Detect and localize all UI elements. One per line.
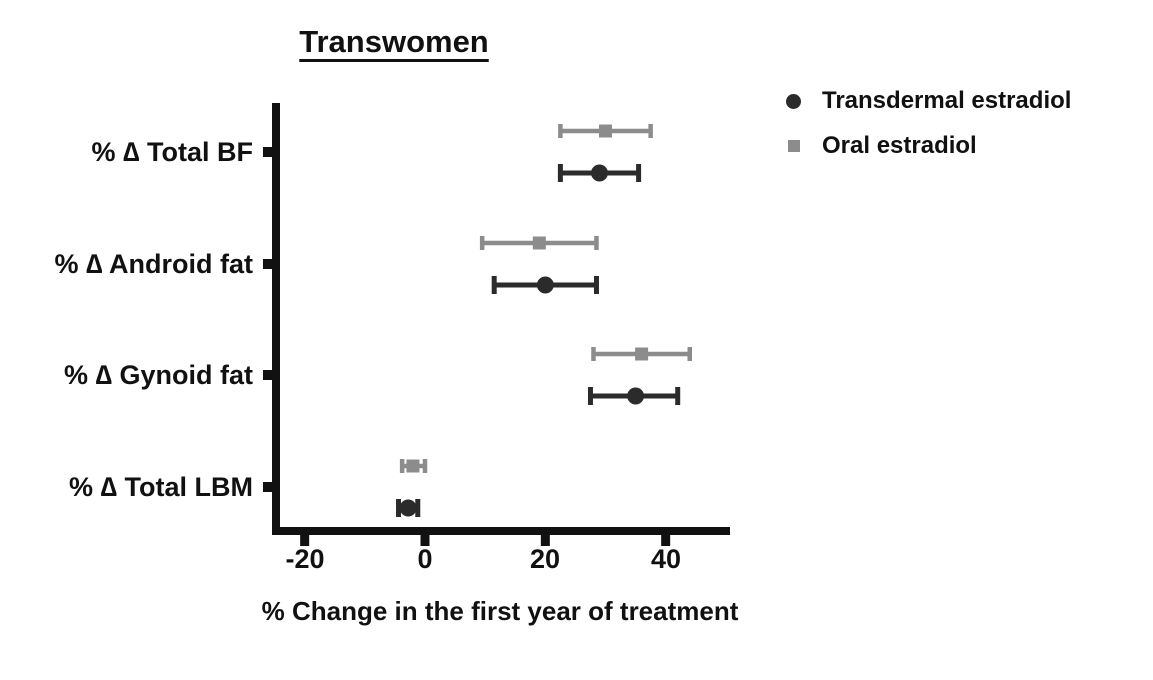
y-axis-tick: [263, 259, 272, 269]
x-axis-tick: [661, 535, 671, 546]
category-label-android-fat: % ∆ Android fat: [54, 249, 253, 279]
x-axis-tick: [420, 535, 430, 546]
legend: Transdermal estradiol Oral estradiol: [786, 86, 1071, 176]
category-label-total-lbm: % ∆ Total LBM: [68, 472, 253, 502]
x-axis-line: [272, 527, 730, 535]
legend-label-transdermal: Transdermal estradiol: [822, 87, 1072, 114]
square-marker-icon: [788, 140, 800, 152]
legend-marker-cell: [786, 93, 822, 109]
x-tick-label-neg20: -20: [285, 544, 325, 574]
data-point-square: [635, 347, 649, 361]
data-point-circle: [590, 164, 608, 182]
x-tick-label-40: 40: [650, 544, 682, 574]
y-axis-line: [272, 103, 280, 535]
x-axis-title: % Change in the first year of treatment: [261, 596, 739, 626]
data-point-square: [532, 236, 546, 250]
legend-item-transdermal: Transdermal estradiol: [786, 86, 1071, 116]
category-label-total-bf: % ∆ Total BF: [91, 137, 253, 167]
category-label-gynoid-fat: % ∆ Gynoid fat: [63, 360, 253, 390]
data-point-circle: [536, 276, 554, 294]
y-axis-tick: [263, 147, 272, 157]
x-axis-tick: [540, 535, 550, 546]
y-axis-tick: [263, 370, 272, 380]
x-axis-tick: [300, 535, 310, 546]
circle-marker-icon: [786, 93, 801, 109]
x-tick-label-0: 0: [417, 544, 433, 574]
legend-item-oral: Oral estradiol: [786, 131, 1071, 161]
legend-marker-cell: [786, 140, 822, 152]
x-tick-label-20: 20: [529, 544, 561, 574]
data-point-circle: [399, 499, 417, 517]
data-point-circle: [627, 387, 645, 405]
chart-title: Transwomen: [299, 24, 489, 59]
y-axis-tick: [263, 482, 272, 492]
legend-label-oral: Oral estradiol: [822, 132, 977, 159]
data-point-square: [599, 124, 613, 138]
data-point-square: [406, 459, 420, 473]
